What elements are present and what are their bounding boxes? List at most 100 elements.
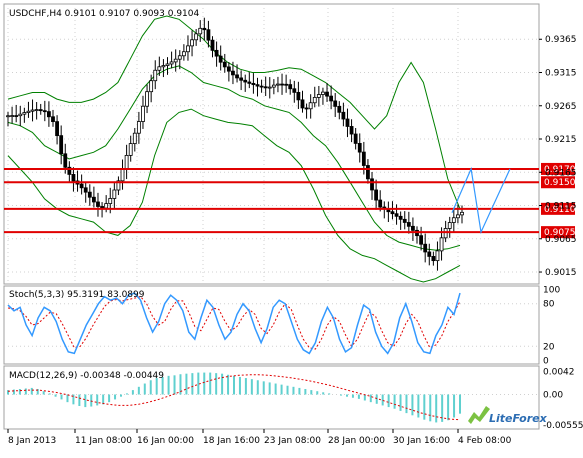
bollinger-lower-band bbox=[7, 108, 461, 283]
price-candle bbox=[141, 95, 145, 129]
candle-body bbox=[202, 27, 207, 31]
candle-body bbox=[366, 165, 370, 180]
price-candle bbox=[394, 204, 399, 225]
price-candle bbox=[34, 102, 39, 120]
price-candle bbox=[374, 179, 379, 210]
level-label: 0.9075 bbox=[544, 228, 576, 238]
stoch-tick-label: 80 bbox=[543, 300, 555, 310]
price-candle bbox=[271, 79, 276, 95]
price-candle bbox=[406, 211, 411, 234]
price-candle bbox=[255, 77, 260, 97]
candle-body bbox=[6, 115, 10, 118]
price-tick-label: 0.9365 bbox=[545, 35, 577, 45]
macd-signal-line bbox=[7, 374, 461, 421]
price-candle bbox=[132, 127, 137, 152]
price-axis: 0.9365 0.9315 0.9265 0.9215 0.9165 0.9115 0.90… bbox=[539, 35, 577, 278]
liteforex-logo: LiteForex bbox=[468, 406, 548, 425]
price-candle bbox=[42, 100, 47, 122]
candle-body bbox=[255, 84, 260, 87]
price-candle bbox=[312, 86, 317, 108]
price-candle bbox=[231, 61, 235, 85]
candle-body bbox=[206, 29, 211, 41]
candle-body bbox=[55, 121, 59, 137]
main-panel-title: USDCHF,H4 0.9101 0.9107 0.9093 0.9104 bbox=[9, 9, 199, 19]
candle-body bbox=[316, 94, 321, 98]
candle-body bbox=[124, 154, 129, 170]
candle-body bbox=[329, 95, 334, 102]
price-tick-label: 0.9115 bbox=[545, 202, 577, 212]
candle-body bbox=[447, 222, 452, 229]
candle-body bbox=[423, 243, 428, 253]
candle-body bbox=[333, 100, 338, 107]
price-candle bbox=[267, 77, 272, 99]
candle-body bbox=[357, 143, 362, 153]
candle-body bbox=[235, 74, 239, 79]
price-candle bbox=[161, 59, 166, 78]
candle-body bbox=[288, 84, 293, 90]
price-candle bbox=[235, 64, 239, 83]
price-candle bbox=[431, 251, 436, 266]
candle-body bbox=[186, 45, 190, 53]
price-candle bbox=[447, 216, 452, 238]
candle-body bbox=[411, 225, 415, 231]
candle-body bbox=[312, 97, 317, 104]
price-candle bbox=[87, 184, 92, 206]
price-tick-label: 0.9015 bbox=[545, 268, 577, 278]
price-candle bbox=[337, 101, 342, 120]
level-label-box bbox=[541, 202, 575, 215]
price-candle bbox=[333, 93, 338, 117]
price-candle bbox=[30, 99, 35, 122]
candle-body bbox=[173, 58, 178, 63]
price-candle bbox=[47, 101, 51, 127]
candle-body bbox=[83, 187, 88, 193]
candle-body bbox=[435, 250, 440, 262]
candle-body bbox=[165, 63, 170, 66]
candle-body bbox=[378, 199, 383, 208]
candle-body bbox=[145, 91, 149, 107]
price-candle bbox=[18, 105, 23, 127]
price-candle bbox=[26, 101, 31, 118]
price-candle bbox=[304, 103, 309, 119]
price-candle bbox=[419, 226, 423, 251]
price-tick-label: 0.9165 bbox=[545, 168, 577, 178]
price-candle bbox=[145, 84, 149, 114]
candle-body bbox=[194, 33, 199, 41]
price-candle bbox=[402, 211, 407, 230]
price-candle bbox=[186, 35, 190, 61]
price-candle bbox=[370, 172, 374, 200]
macd-panel-title: MACD(12,26,9) -0.00348 -0.00449 bbox=[9, 371, 164, 381]
candle-body bbox=[10, 115, 14, 117]
price-candle bbox=[136, 111, 141, 144]
candle-body bbox=[59, 135, 64, 155]
price-candle bbox=[165, 57, 170, 75]
price-candle bbox=[96, 192, 100, 217]
price-candle bbox=[435, 241, 440, 271]
candle-body bbox=[226, 66, 231, 72]
candle-body bbox=[42, 110, 47, 113]
time-tick-label: 18 Jan 16:00 bbox=[203, 436, 260, 446]
price-candle bbox=[308, 94, 313, 119]
candle-body bbox=[406, 222, 411, 227]
candle-body bbox=[100, 206, 104, 209]
candle-body bbox=[18, 113, 23, 117]
candle-body bbox=[169, 61, 174, 65]
price-candle bbox=[243, 74, 248, 92]
candle-body bbox=[419, 235, 423, 245]
price-tick-label: 0.9315 bbox=[545, 69, 577, 79]
price-candle bbox=[14, 104, 19, 123]
candle-body bbox=[104, 203, 109, 209]
price-candle bbox=[398, 211, 403, 230]
stoch-panel-title: Stoch(5,3,3) 95.3191 83.0899 bbox=[9, 290, 145, 300]
candle-body bbox=[398, 215, 403, 220]
candle-body bbox=[141, 105, 145, 122]
price-candle bbox=[349, 119, 354, 143]
candle-body bbox=[214, 49, 219, 57]
candle-body bbox=[349, 126, 354, 135]
candle-body bbox=[190, 39, 194, 47]
price-candle bbox=[325, 82, 329, 102]
candle-body bbox=[402, 218, 407, 223]
candle-body bbox=[38, 109, 43, 112]
candle-body bbox=[149, 80, 154, 93]
candle-body bbox=[259, 85, 264, 88]
candle-body bbox=[116, 180, 121, 191]
